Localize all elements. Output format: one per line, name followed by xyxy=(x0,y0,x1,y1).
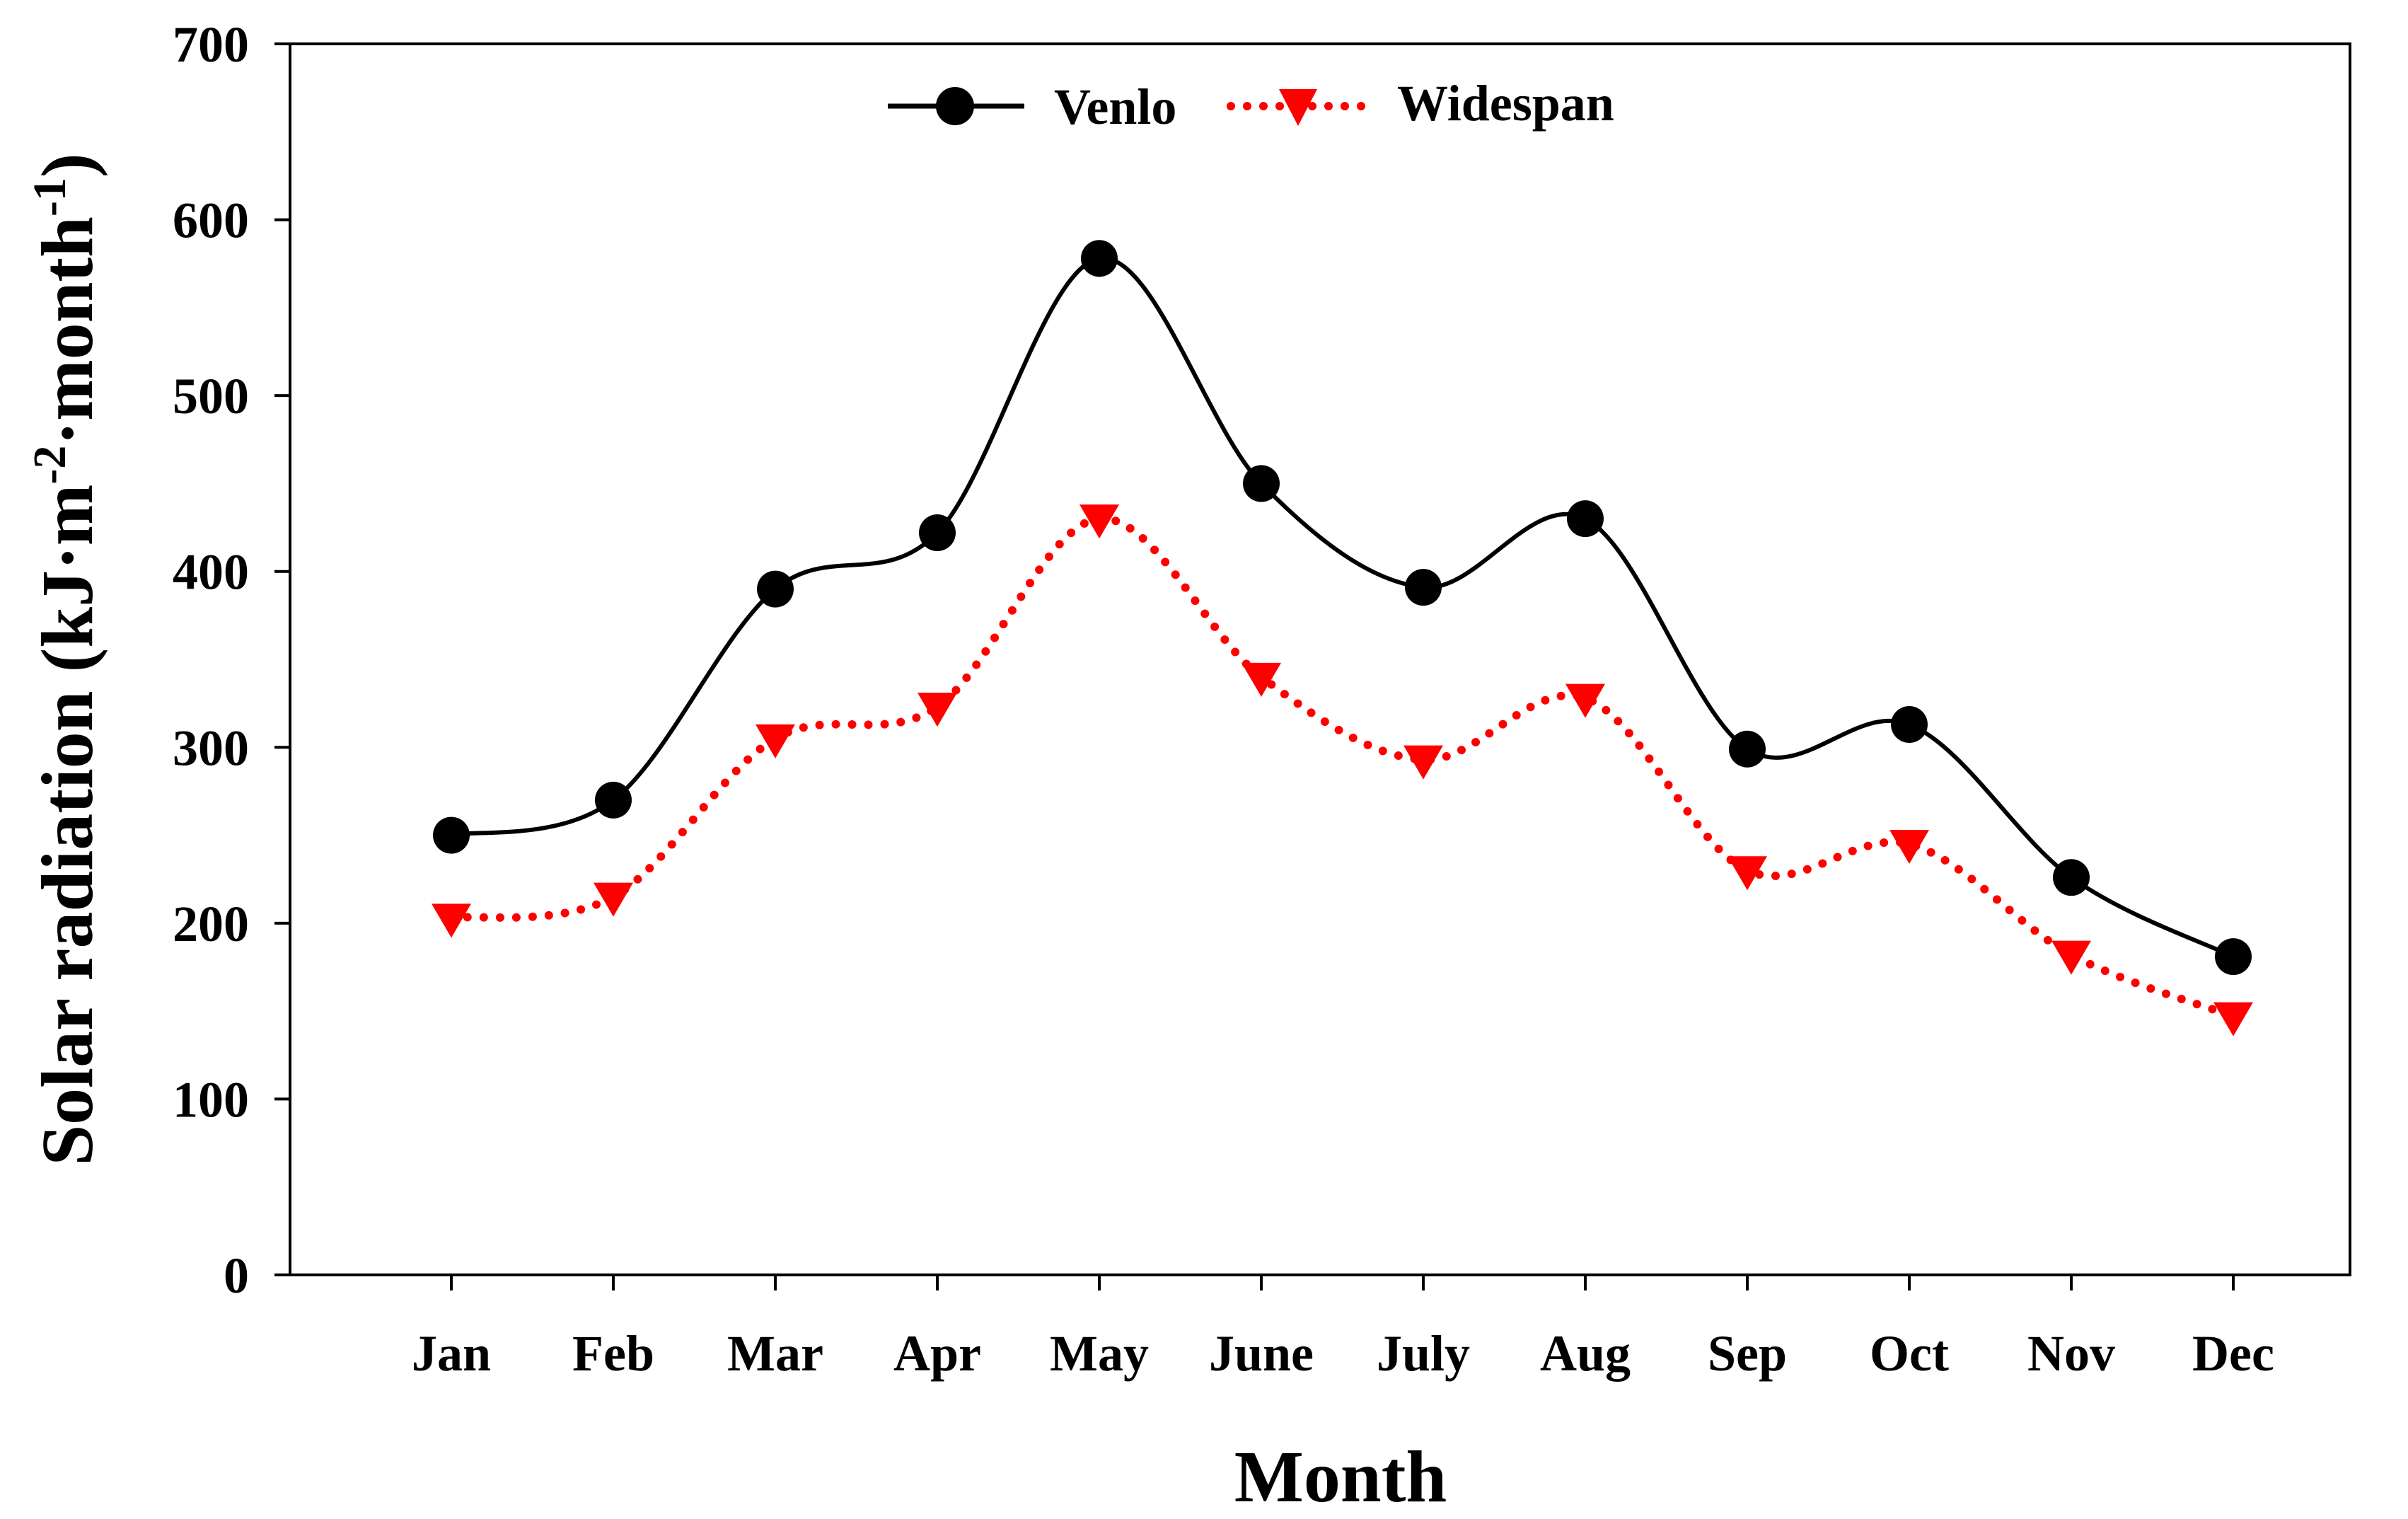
y-axis-title-main: Solar radiation (kJ·m xyxy=(27,485,108,1166)
point-widespan-may xyxy=(1079,504,1119,539)
y-tick-label-600: 600 xyxy=(173,192,249,249)
y-tick-label-400: 400 xyxy=(173,544,249,601)
legend-marker-venlo xyxy=(936,87,974,125)
point-venlo-apr xyxy=(919,514,956,552)
point-widespan-feb xyxy=(594,882,633,917)
point-widespan-june xyxy=(1241,662,1281,697)
x-tick-label-july: July xyxy=(1377,1325,1470,1382)
y-tick-label-500: 500 xyxy=(173,368,249,424)
x-tick-label-mar: Mar xyxy=(727,1325,823,1382)
point-venlo-jan xyxy=(433,816,470,854)
point-widespan-apr xyxy=(918,693,957,727)
y-tick-label-300: 300 xyxy=(173,720,249,776)
y-tick-label-700: 700 xyxy=(173,16,249,73)
point-widespan-oct xyxy=(1889,830,1929,864)
legend-label-venlo: Venlo xyxy=(1054,79,1176,135)
legend: Venlo Widespan xyxy=(888,75,1614,135)
point-widespan-nov xyxy=(2051,940,2091,975)
y-tick-label-0: 0 xyxy=(224,1247,249,1304)
x-tick-label-oct: Oct xyxy=(1870,1325,1949,1382)
x-tick-label-sep: Sep xyxy=(1708,1325,1787,1382)
point-widespan-july xyxy=(1403,745,1443,780)
y-tick-label-100: 100 xyxy=(173,1071,249,1128)
plot-frame xyxy=(289,42,2351,1276)
point-venlo-mar xyxy=(757,570,794,608)
series-layer xyxy=(432,240,2253,1036)
point-widespan-aug xyxy=(1565,683,1605,718)
y-axis-title-sup1: -2 xyxy=(24,446,76,485)
legend-label-widespan: Widespan xyxy=(1397,75,1614,132)
x-tick-label-apr: Apr xyxy=(893,1325,981,1382)
x-tick-label-nov: Nov xyxy=(2027,1325,2115,1382)
x-tick-label-feb: Feb xyxy=(572,1325,654,1382)
point-venlo-may xyxy=(1081,240,1118,277)
point-widespan-mar xyxy=(756,724,795,758)
point-widespan-sep xyxy=(1727,856,1767,891)
point-venlo-nov xyxy=(2053,859,2090,896)
point-widespan-jan xyxy=(432,903,471,938)
x-tick-label-june: June xyxy=(1209,1325,1314,1382)
x-tick-label-may: May xyxy=(1050,1325,1149,1382)
y-axis-title-sup2: -1 xyxy=(24,178,76,216)
y-axis-title: Solar radiation (kJ·m-2·month-1) xyxy=(24,153,108,1165)
y-axis-title-end: ) xyxy=(27,153,108,178)
y-axis: 0 100 200 300 400 500 600 700 xyxy=(173,16,290,1304)
x-tick-label-dec: Dec xyxy=(2192,1325,2274,1382)
x-axis-title: Month xyxy=(1234,1436,1447,1518)
point-venlo-sep xyxy=(1729,730,1766,768)
y-axis-title-mid: ·month xyxy=(27,216,108,446)
point-venlo-june xyxy=(1243,465,1280,502)
y-tick-label-200: 200 xyxy=(173,896,249,952)
legend-marker-widespan xyxy=(1279,89,1317,126)
x-tick-label-jan: Jan xyxy=(412,1325,491,1382)
point-venlo-dec xyxy=(2215,938,2252,976)
series-line-widespan xyxy=(447,514,2238,1021)
x-tick-label-aug: Aug xyxy=(1540,1325,1631,1382)
point-venlo-july xyxy=(1405,569,1442,606)
point-venlo-feb xyxy=(595,781,632,819)
point-widespan-dec xyxy=(2213,1002,2253,1036)
point-venlo-oct xyxy=(1891,705,1928,743)
x-axis: Jan Feb Mar Apr May June July Aug Sep Oct Nov Dec xyxy=(412,1275,2274,1382)
point-venlo-aug xyxy=(1567,500,1604,538)
